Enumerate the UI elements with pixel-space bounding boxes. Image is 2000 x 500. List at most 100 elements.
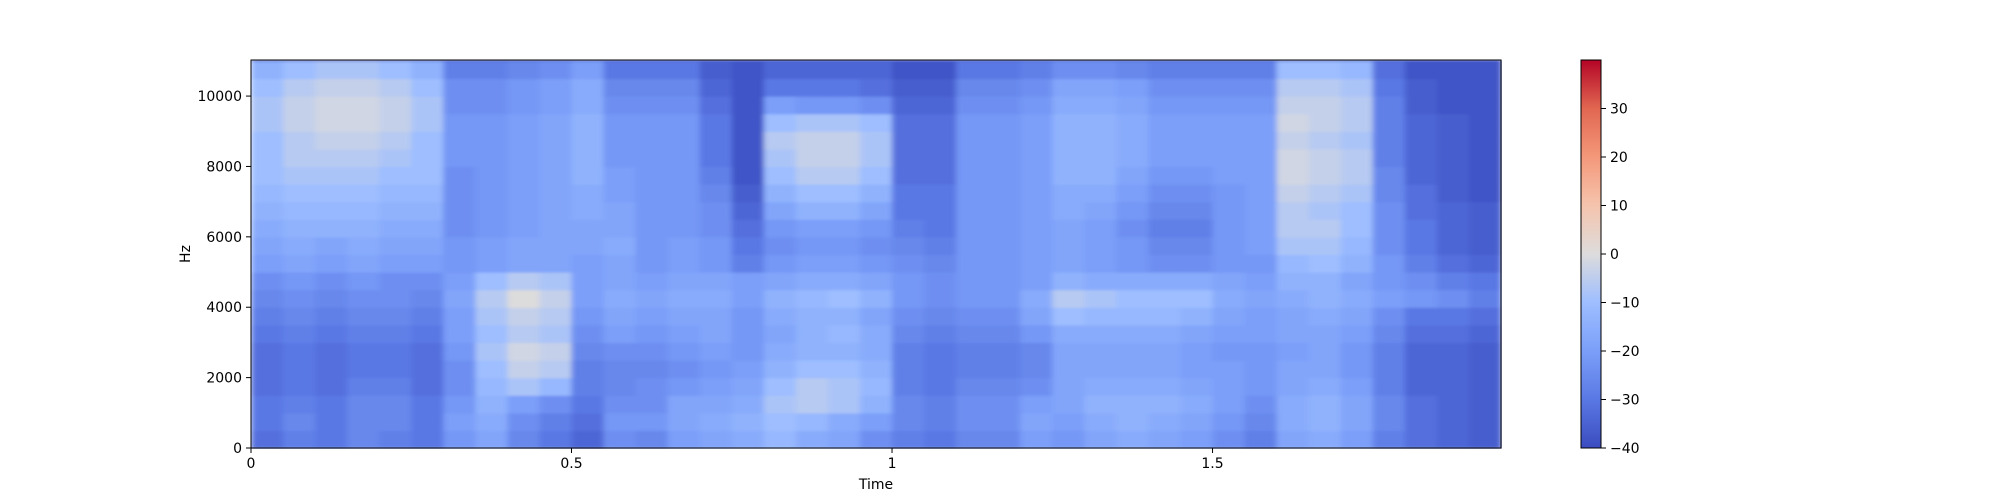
spectrogram-cell	[1180, 377, 1214, 396]
spectrogram-cell	[507, 113, 541, 132]
spectrogram-cell	[1180, 254, 1214, 273]
spectrogram-cell	[315, 412, 348, 432]
spectrogram-cell	[1116, 342, 1150, 361]
spectrogram-cell	[1340, 219, 1374, 238]
spectrogram-cell	[1340, 272, 1374, 291]
spectrogram-cell	[1436, 236, 1470, 256]
spectrogram-cell	[347, 430, 380, 449]
spectrogram-cell	[347, 236, 380, 256]
spectrogram-cell	[379, 184, 412, 203]
spectrogram-cell	[1340, 60, 1374, 80]
spectrogram-cell	[795, 342, 829, 361]
spectrogram-cell	[411, 148, 444, 168]
spectrogram-cell	[315, 166, 348, 185]
spectrogram-cell	[507, 307, 541, 326]
spectrogram-cell	[1308, 131, 1342, 150]
spectrogram-cell	[571, 395, 605, 414]
spectrogram-cell	[1308, 148, 1342, 168]
spectrogram-cell	[283, 96, 316, 115]
spectrogram-cell	[827, 166, 861, 185]
spectrogram-cell	[763, 412, 797, 432]
spectrogram-cell	[539, 254, 573, 273]
spectrogram-cell	[379, 254, 412, 273]
spectrogram-cell	[1308, 412, 1342, 432]
spectrogram-cell	[443, 201, 476, 220]
spectrogram-cell	[1148, 342, 1182, 361]
spectrogram-cell	[411, 60, 444, 80]
spectrogram-cell	[924, 60, 957, 62]
spectrogram-cell	[763, 395, 797, 414]
spectrogram-cell	[1020, 342, 1053, 361]
spectrogram-cell	[283, 324, 316, 344]
spectrogram-cell	[827, 342, 861, 361]
spectrogram-cell	[635, 96, 669, 115]
spectrogram-cell	[1404, 166, 1438, 185]
spectrogram-cell	[571, 307, 605, 326]
spectrogram-cell	[988, 324, 1021, 344]
spectrogram-cell	[1052, 377, 1085, 396]
spectrogram-cell	[1276, 60, 1310, 62]
spectrogram-cell	[571, 342, 605, 361]
spectrogram-cell	[347, 377, 380, 396]
spectrogram-cell	[1468, 60, 1502, 80]
spectrogram-cell	[1468, 307, 1502, 326]
spectrogram-cell	[1244, 131, 1278, 150]
spectrogram-cell	[731, 342, 765, 361]
spectrogram-cell	[1084, 60, 1117, 62]
spectrogram-cell	[699, 131, 733, 150]
spectrogram-cell	[475, 60, 509, 62]
spectrogram-cell	[988, 131, 1021, 150]
spectrogram-cell	[1052, 430, 1085, 449]
spectrogram-cell	[763, 236, 797, 256]
spectrogram-cell	[1052, 60, 1085, 80]
spectrogram-cell	[1436, 360, 1470, 379]
spectrogram-cell	[795, 78, 829, 97]
spectrogram-cell	[763, 324, 797, 344]
spectrogram-cell	[635, 324, 669, 344]
spectrogram-cell	[1436, 148, 1470, 168]
spectrogram-cell	[539, 60, 573, 62]
spectrogram-cell	[795, 272, 829, 291]
spectrogram-cell	[1180, 113, 1214, 132]
spectrogram-cell	[667, 272, 701, 291]
spectrogram-cell	[379, 412, 412, 432]
spectrogram-cell	[988, 254, 1021, 273]
spectrogram-cell	[635, 289, 669, 308]
spectrogram-cell	[1052, 395, 1085, 414]
x-tick-label: 1.5	[1201, 456, 1223, 472]
spectrogram-cell	[1116, 289, 1150, 308]
spectrogram-cell	[1308, 60, 1342, 80]
spectrogram-cell	[1404, 184, 1438, 203]
spectrogram-cell	[1180, 166, 1214, 185]
spectrogram-cell	[1308, 430, 1342, 449]
spectrogram-cell	[443, 60, 476, 62]
spectrogram-cell	[635, 184, 669, 203]
spectrogram-cell	[1212, 131, 1246, 150]
spectrogram-cell	[539, 60, 573, 80]
spectrogram-cell	[1212, 60, 1246, 80]
spectrogram-cell	[379, 395, 412, 414]
spectrogram-cell	[315, 430, 348, 449]
spectrogram-cell	[571, 412, 605, 432]
spectrogram-cell	[667, 78, 701, 97]
spectrogram-cell	[667, 430, 701, 449]
spectrogram-cell	[956, 324, 989, 344]
spectrogram-cell	[667, 236, 701, 256]
spectrogram-cell	[859, 201, 893, 220]
spectrogram-cell	[859, 377, 893, 396]
spectrogram-cell	[1276, 236, 1310, 256]
spectrogram-cell	[411, 201, 444, 220]
spectrogram-cell	[571, 78, 605, 97]
spectrogram-cell	[827, 60, 861, 62]
spectrogram-cell	[1308, 360, 1342, 379]
spectrogram-cell	[251, 96, 284, 115]
spectrogram-cell	[539, 166, 573, 185]
spectrogram-cell	[1020, 78, 1053, 97]
spectrogram-cell	[1468, 166, 1502, 185]
spectrogram-cell	[475, 166, 509, 185]
spectrogram-cell	[795, 395, 829, 414]
spectrogram-cell	[1052, 254, 1085, 273]
spectrogram-cell	[1468, 113, 1502, 132]
spectrogram-cell	[1148, 236, 1182, 256]
spectrogram-cell	[475, 96, 509, 115]
